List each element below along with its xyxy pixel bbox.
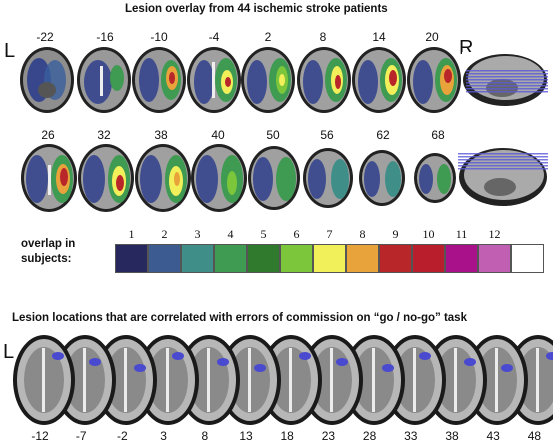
row2-slice-label: 26 — [41, 128, 55, 142]
row1-slice-label: 14 — [372, 30, 386, 44]
color-scale-bar — [115, 244, 544, 273]
brain-slice-image — [12, 334, 76, 426]
sagittal-localizer-image — [458, 145, 548, 207]
brain-slice-image — [240, 46, 296, 114]
row1-slice-label: 8 — [319, 30, 327, 44]
brain-slice-image — [406, 46, 462, 114]
scale-swatch — [412, 244, 445, 273]
brain-slice-image — [296, 46, 352, 114]
brain-slice-image — [20, 143, 78, 213]
brain-slice-image — [465, 334, 529, 426]
scale-swatch — [280, 244, 313, 273]
scale-number: 3 — [194, 227, 201, 241]
scale-number: 9 — [392, 227, 399, 241]
scale-number: 6 — [293, 227, 300, 241]
bottom-slice-label: 3 — [160, 429, 167, 443]
brain-slice-image — [77, 143, 135, 213]
bottom-slice-label: 33 — [404, 429, 418, 443]
scale-number: 8 — [359, 227, 366, 241]
scale-swatch — [346, 244, 379, 273]
scale-swatch — [511, 244, 544, 273]
row2-slice-label: 50 — [266, 128, 280, 142]
scale-number: 2 — [161, 227, 168, 241]
brain-slice-image — [19, 46, 75, 114]
bottom-slice-label: 23 — [321, 429, 336, 443]
bottom-slice-label: 48 — [527, 429, 542, 443]
row2-slice-label: 32 — [97, 128, 111, 142]
bottom-slice-label: 8 — [201, 429, 209, 443]
row1-slice-label: 20 — [425, 30, 439, 44]
bottom-slice-label: -7 — [75, 429, 87, 443]
row2-slice-label: 40 — [211, 128, 225, 142]
brain-slice-image — [351, 46, 407, 114]
bottom-slice-label: -2 — [117, 429, 128, 443]
row1-slice-label: 2 — [264, 30, 272, 44]
scale-number: 7 — [326, 227, 333, 241]
brain-slice-image — [247, 145, 301, 211]
scale-swatch — [313, 244, 346, 273]
brain-slice-image — [302, 147, 354, 209]
scale-label-line1: overlap in — [21, 238, 76, 250]
row2-slice-label: 38 — [154, 128, 168, 142]
scale-number: 5 — [260, 227, 267, 241]
row1-slice-label: -16 — [96, 30, 114, 44]
scale-swatch — [478, 244, 511, 273]
row1-slice-label: -10 — [150, 30, 168, 44]
row1-slice-label: -22 — [36, 30, 54, 44]
row2-slice-label: 68 — [431, 128, 445, 142]
scale-number: 4 — [227, 227, 234, 241]
bottom-slice-label: -12 — [31, 429, 49, 443]
scale-swatch — [247, 244, 280, 273]
scale-swatch — [181, 244, 214, 273]
bottom-slice-label: 18 — [280, 429, 294, 443]
brain-slice-image — [131, 46, 187, 114]
brain-slice-image — [358, 149, 406, 207]
bottom-slice-label: 43 — [486, 429, 500, 443]
row2-slice-label: 56 — [320, 128, 334, 142]
scale-swatch — [148, 244, 181, 273]
brain-slice-image — [76, 46, 132, 114]
scale-number: 10 — [422, 227, 435, 241]
top-left-side-marker: L — [4, 40, 16, 62]
bottom-slice-label: 13 — [239, 429, 253, 443]
brain-slice-image — [134, 143, 192, 213]
scale-number: 11 — [455, 227, 468, 241]
scale-label-line2: subjects: — [21, 253, 72, 265]
row2-slice-label: 62 — [376, 128, 390, 142]
bottom-left-side-marker: L — [3, 341, 15, 363]
sagittal-localizer-image — [462, 52, 548, 108]
brain-slice-image — [186, 46, 242, 114]
scale-swatch — [445, 244, 478, 273]
scale-swatch — [214, 244, 247, 273]
scale-label: overlap in subjects: — [21, 237, 75, 267]
scale-number: 12 — [488, 227, 501, 241]
bottom-slice-label: 28 — [362, 429, 377, 443]
bottom-slice-label: 38 — [445, 429, 459, 443]
brain-slice-image — [413, 152, 457, 204]
row1-slice-label: -4 — [208, 30, 220, 44]
top-panel-title: Lesion overlay from 44 ischemic stroke p… — [125, 3, 388, 15]
brain-slice-image — [190, 143, 248, 213]
scale-swatch — [379, 244, 412, 273]
scale-number: 1 — [128, 227, 135, 241]
scale-swatch — [115, 244, 148, 273]
bottom-panel-title: Lesion locations that are correlated wit… — [12, 312, 467, 324]
